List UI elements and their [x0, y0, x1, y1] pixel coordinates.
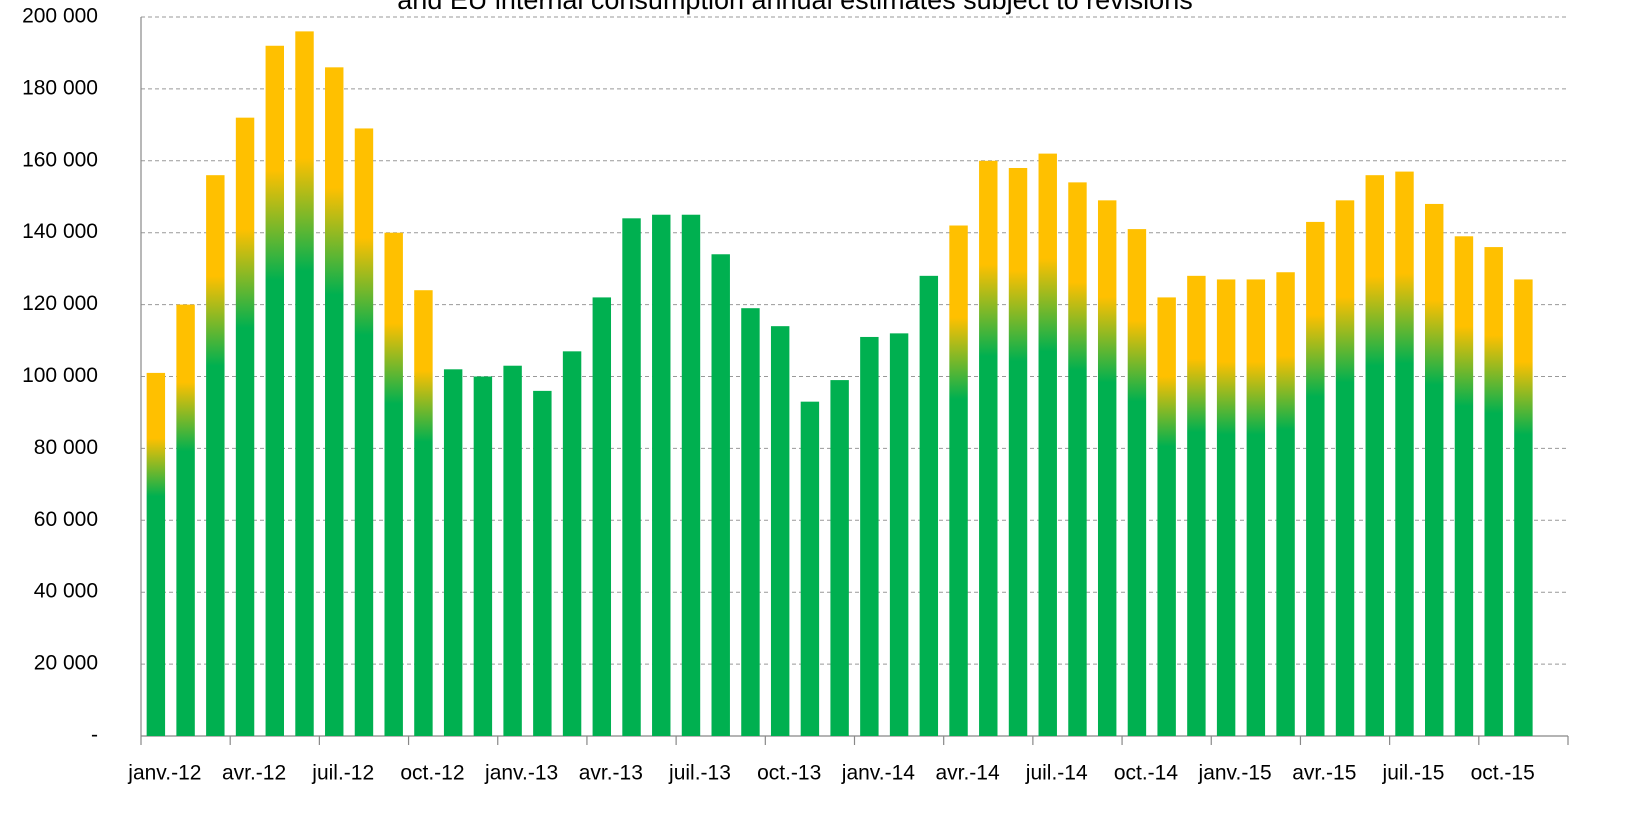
- x-tick-label: oct.-12: [400, 762, 464, 785]
- y-tick-label: 160 000: [22, 148, 98, 171]
- bar: [1157, 297, 1176, 736]
- bar: [1187, 275, 1206, 736]
- x-tick-label: janv.-13: [484, 762, 558, 785]
- bar: [325, 67, 344, 736]
- bar: [1276, 272, 1295, 736]
- x-tick-label: avr.-15: [1292, 762, 1356, 785]
- x-tick-label: avr.-13: [579, 762, 643, 785]
- x-tick-label: janv.-12: [127, 762, 201, 785]
- bar: [1097, 200, 1117, 737]
- bar: [265, 45, 284, 736]
- bar: [1038, 153, 1057, 737]
- bar: [354, 128, 374, 736]
- y-tick-label: 200 000: [22, 5, 98, 28]
- bar: [711, 254, 730, 736]
- bar: [622, 218, 641, 736]
- bar: [1395, 171, 1414, 736]
- bar: [741, 308, 760, 736]
- bar: [562, 351, 582, 736]
- bar: [235, 117, 255, 736]
- x-tick-label: avr.-14: [935, 762, 1000, 785]
- bar: [1068, 182, 1087, 736]
- bar: [592, 297, 612, 736]
- bar: [533, 390, 552, 736]
- bar: [1216, 279, 1236, 736]
- y-tick-label: 140 000: [22, 220, 98, 243]
- y-tick-label: 80 000: [34, 436, 98, 459]
- bar: [979, 160, 998, 737]
- x-tick-label: janv.-14: [841, 762, 915, 785]
- x-tick-label: oct.-15: [1471, 762, 1535, 785]
- y-tick-label: 100 000: [22, 364, 98, 387]
- bar: [770, 326, 790, 736]
- bar: [1335, 200, 1355, 737]
- bar: [1306, 221, 1325, 737]
- bar: [1365, 175, 1384, 736]
- x-tick-label: juil.-14: [1025, 762, 1088, 785]
- x-tick-label: oct.-13: [757, 762, 821, 785]
- bar: [503, 365, 522, 736]
- bar: [1008, 167, 1028, 737]
- y-tick-label: -: [91, 724, 98, 747]
- x-tick-label: juil.-13: [668, 762, 731, 785]
- bar: [1454, 236, 1474, 737]
- bar: [1484, 247, 1503, 736]
- x-tick-label: juil.-12: [311, 762, 374, 785]
- bar: [1425, 203, 1444, 736]
- bar: [1246, 279, 1266, 736]
- y-tick-label: 20 000: [34, 652, 98, 675]
- y-tick-label: 120 000: [22, 292, 98, 315]
- bar: [889, 333, 909, 736]
- bar: [206, 175, 225, 736]
- bar: [652, 214, 671, 737]
- x-tick-label: oct.-14: [1114, 762, 1179, 785]
- bar: [681, 214, 701, 737]
- y-tick-label: 180 000: [22, 76, 98, 99]
- y-tick-label: 60 000: [34, 508, 98, 531]
- bar: [295, 31, 314, 736]
- y-tick-label: 40 000: [34, 580, 98, 603]
- bar: [1127, 229, 1147, 737]
- bar: [146, 372, 166, 736]
- x-tick-label: avr.-12: [222, 762, 286, 785]
- bar: [860, 336, 879, 736]
- bar: [919, 275, 939, 736]
- bar: [414, 290, 433, 736]
- bar: [830, 380, 849, 736]
- bar: [176, 304, 195, 736]
- bar: [473, 376, 493, 736]
- bar: [800, 401, 820, 736]
- bar: [1514, 279, 1533, 736]
- bar: [949, 225, 968, 736]
- x-tick-label: janv.-15: [1198, 762, 1272, 785]
- bar: [384, 232, 403, 736]
- x-tick-label: juil.-15: [1382, 762, 1445, 785]
- bar: [443, 369, 463, 736]
- chart-title: and EU internal consumption annual estim…: [397, 0, 1192, 15]
